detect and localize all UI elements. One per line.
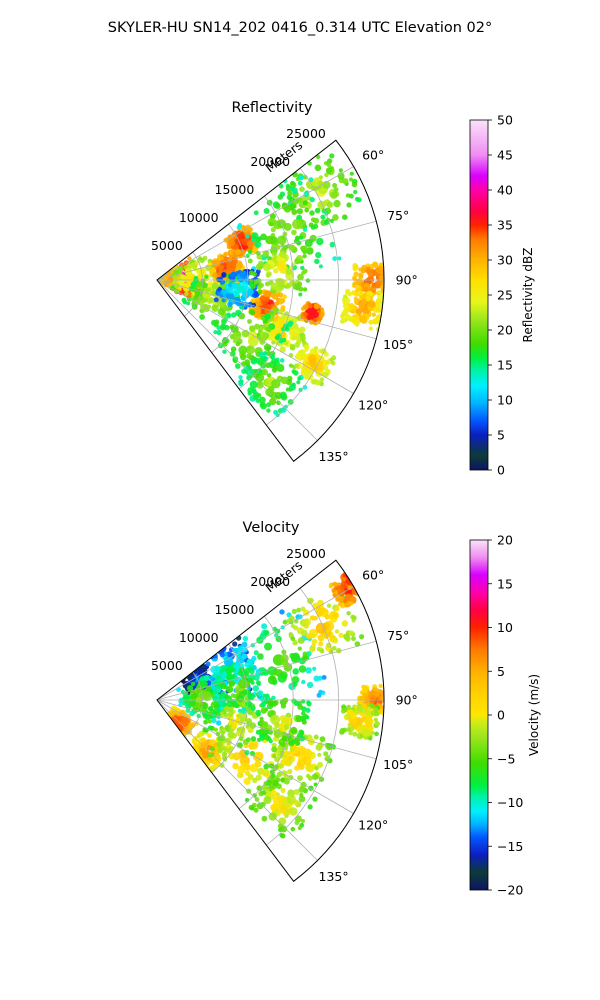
figure-title: SKYLER-HU SN14_202 0416_0.314 UTC Elevat… (108, 20, 492, 36)
radar-cell (351, 261, 384, 298)
range-ring (238, 195, 294, 390)
colorbar-tick-label: 5 (497, 664, 505, 679)
azimuth-spoke (156, 699, 318, 861)
colorbar-tick-label: 40 (497, 183, 513, 198)
range-tick-label: 25000 (286, 546, 326, 561)
azimuth-tick-labels: 60° 75° 90° 105° 120° 135° (319, 148, 418, 464)
azimuth-tick-label: 60° (362, 568, 384, 583)
range-tick-labels: 5000 10000 15000 20000 25000 (151, 126, 326, 253)
azimuth-spoke (156, 220, 377, 281)
range-tick-label: 25000 (286, 126, 326, 141)
range-tick-label: 5000 (151, 238, 183, 253)
colorbar-tick-label: 35 (497, 218, 513, 233)
range-tick-label: 15000 (215, 602, 255, 617)
range-ring (238, 615, 294, 810)
polar-grid (156, 559, 385, 882)
reflectivity-colorbar-label: Reflectivity dBZ (521, 248, 535, 343)
colorbar-tick-label: 0 (497, 708, 505, 723)
range-tick-label: 10000 (179, 630, 219, 645)
azimuth-tick-label: 90° (396, 693, 418, 708)
azimuth-spoke (156, 279, 318, 441)
velocity-title: Velocity (243, 520, 300, 536)
azimuth-tick-label: 135° (319, 449, 349, 464)
colorbar-tick-label: 10 (497, 620, 513, 635)
radar-cell (176, 673, 226, 726)
reflectivity-panel: Reflectivity 500010000150002000025000Met… (151, 100, 535, 478)
range-tick-label: 20000 (250, 574, 290, 589)
azimuth-spoke (156, 279, 354, 394)
azimuth-tick-label: 105° (383, 337, 413, 352)
azimuth-tick-label: 90° (396, 273, 418, 288)
reflectivity-colorbar: 0 5 10 15 20 25 30 35 40 45 50 (469, 113, 513, 478)
azimuth-spoke (156, 699, 377, 760)
azimuth-tick-label: 60° (362, 148, 384, 163)
colorbar-tick-label: 5 (497, 428, 505, 443)
radar-cell (340, 288, 384, 332)
colorbar-tick-label: −15 (497, 839, 523, 854)
range-ring (266, 587, 339, 846)
azimuth-tick-label: 120° (358, 397, 388, 412)
radar-cell (255, 697, 312, 747)
azimuth-tick-label: 135° (319, 869, 349, 884)
range-ring (184, 671, 203, 737)
colorbar-tick-label: −10 (497, 795, 523, 810)
velocity-colorbar-label: Velocity (m/s) (527, 674, 541, 756)
range-tick-labels: 5000 10000 15000 20000 25000 (151, 546, 326, 673)
colorbar-tick-label: 45 (497, 148, 513, 163)
colorbar-scale (469, 539, 489, 891)
azimuth-spoke (156, 279, 377, 340)
colorbar-tick-label: 10 (497, 393, 513, 408)
colorbar-tick-label: −20 (497, 883, 523, 898)
azimuth-tick-label: 120° (358, 817, 388, 832)
colorbar-tick-label: 15 (497, 576, 513, 591)
azimuth-spoke (156, 166, 354, 281)
azimuth-tick-label: 75° (387, 628, 409, 643)
range-tick-label: 15000 (215, 182, 255, 197)
range-tick-label: 20000 (250, 154, 290, 169)
sector-frame (156, 139, 385, 462)
radar-cell (339, 703, 380, 741)
colorbar-tick-label: 20 (497, 533, 513, 548)
sector-frame (156, 559, 385, 882)
range-tick-label: 10000 (179, 210, 219, 225)
colorbar-tick-label: 25 (497, 288, 513, 303)
range-ring (266, 167, 339, 426)
radar-cell (278, 153, 362, 232)
azimuth-tick-label: 75° (387, 208, 409, 223)
colorbar-tick-label: −5 (497, 751, 515, 766)
reflectivity-title: Reflectivity (232, 100, 313, 116)
colorbar-tick-label: 50 (497, 113, 513, 128)
range-ring (211, 643, 249, 773)
range-ring (184, 251, 203, 317)
radar-field (157, 153, 384, 418)
azimuth-spoke (156, 640, 377, 701)
range-tick-label: 5000 (151, 658, 183, 673)
polar-grid (156, 139, 385, 462)
colorbar-scale (469, 119, 489, 471)
azimuth-spoke (156, 699, 354, 814)
range-ring (211, 223, 249, 353)
velocity-colorbar: −20 −15 −10 −5 0 5 10 15 20 (469, 533, 523, 898)
radar-cell (299, 301, 325, 326)
azimuth-tick-labels: 60° 75° 90° 105° 120° 135° (319, 568, 418, 885)
azimuth-tick-label: 105° (383, 757, 413, 772)
radar-cell (244, 769, 318, 839)
colorbar-tick-label: 15 (497, 358, 513, 373)
colorbar-tick-label: 20 (497, 323, 513, 338)
radar-cell (213, 268, 261, 315)
radar-cell (208, 655, 265, 714)
colorbar-tick-label: 30 (497, 253, 513, 268)
azimuth-spoke (156, 586, 354, 701)
colorbar-tick-label: 0 (497, 463, 505, 478)
